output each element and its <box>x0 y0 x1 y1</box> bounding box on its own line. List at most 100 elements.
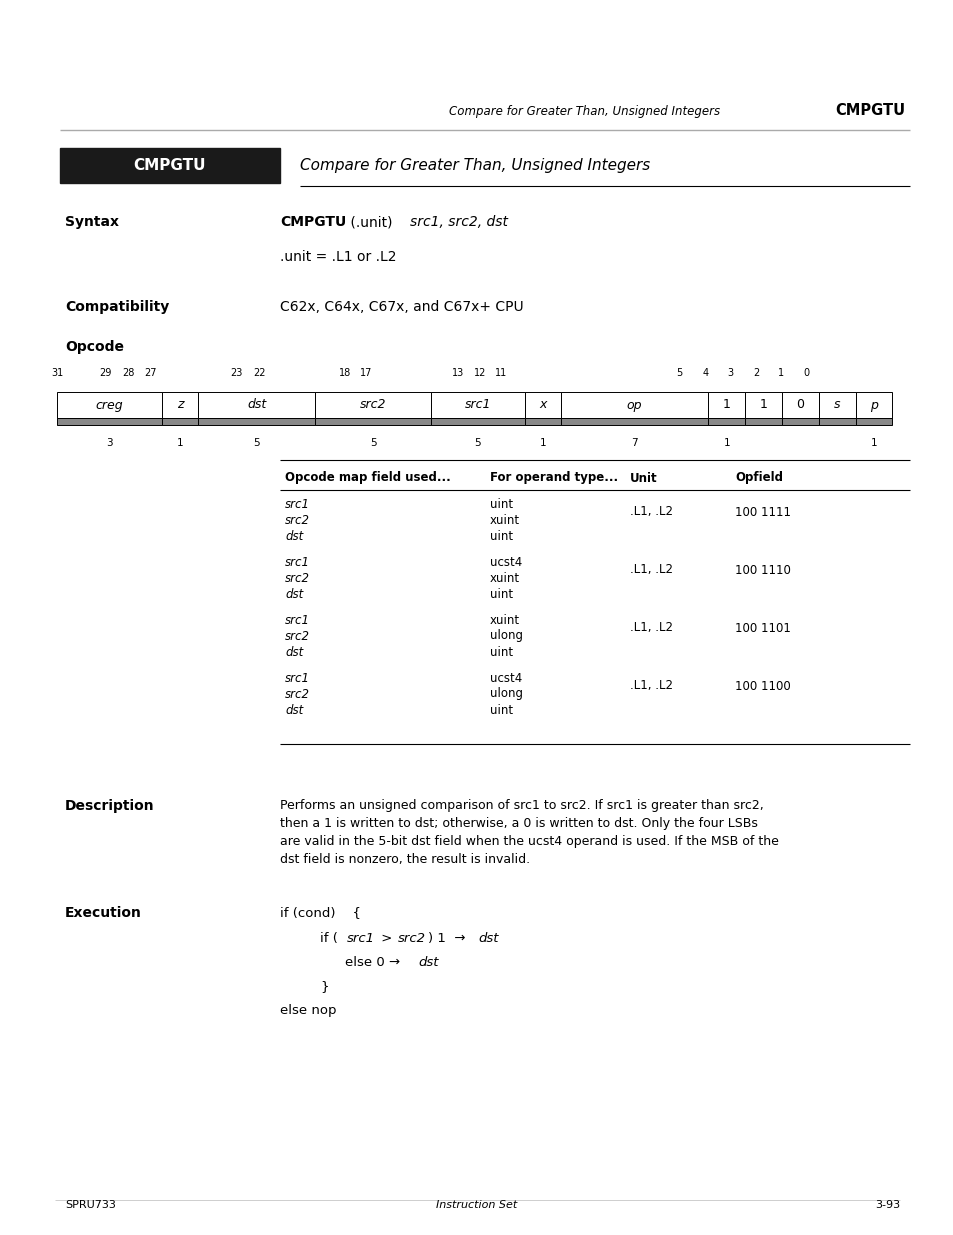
Text: uint: uint <box>490 646 513 658</box>
Text: dst: dst <box>417 956 438 969</box>
Bar <box>57 417 162 425</box>
Text: ucst4: ucst4 <box>490 556 521 568</box>
Text: Opcode map field used...: Opcode map field used... <box>285 472 450 484</box>
Text: src1: src1 <box>285 672 310 684</box>
Text: 1: 1 <box>778 368 783 378</box>
Text: uint: uint <box>490 530 513 542</box>
Bar <box>314 391 431 417</box>
Bar <box>524 391 560 417</box>
Bar <box>314 417 431 425</box>
Text: 5: 5 <box>475 438 480 448</box>
Text: 1: 1 <box>539 438 545 448</box>
Text: 13: 13 <box>452 368 463 378</box>
Bar <box>744 417 781 425</box>
Bar <box>855 391 891 417</box>
Text: Execution: Execution <box>65 906 142 920</box>
Text: if (cond)    {: if (cond) { <box>280 906 360 919</box>
Text: src1: src1 <box>285 556 310 568</box>
Text: 31: 31 <box>51 368 63 378</box>
Text: 28: 28 <box>123 368 134 378</box>
Text: 18: 18 <box>339 368 351 378</box>
Text: dst: dst <box>285 530 303 542</box>
Text: (.unit): (.unit) <box>346 215 396 228</box>
Bar <box>560 417 707 425</box>
Text: 1: 1 <box>759 399 767 411</box>
Text: creg: creg <box>96 399 123 411</box>
Text: are valid in the 5-bit dst field when the ucst4 operand is used. If the MSB of t: are valid in the 5-bit dst field when th… <box>280 835 778 848</box>
Text: dst: dst <box>285 588 303 600</box>
Bar <box>707 391 744 417</box>
Text: dst: dst <box>285 704 303 716</box>
Text: C62x, C64x, C67x, and C67x+ CPU: C62x, C64x, C67x, and C67x+ CPU <box>280 300 523 314</box>
Bar <box>744 391 781 417</box>
Bar <box>57 391 162 417</box>
Bar <box>162 417 198 425</box>
Text: dst: dst <box>477 932 498 945</box>
Text: src1, src2, dst: src1, src2, dst <box>410 215 507 228</box>
Text: src2: src2 <box>285 630 310 642</box>
Text: src1: src1 <box>285 498 310 510</box>
Text: xuint: xuint <box>490 614 519 626</box>
Bar <box>198 391 314 417</box>
Text: x: x <box>538 399 546 411</box>
Text: ulong: ulong <box>490 688 522 700</box>
Text: 100 1111: 100 1111 <box>734 505 790 519</box>
Text: 27: 27 <box>144 368 157 378</box>
Text: 5: 5 <box>370 438 375 448</box>
Text: Description: Description <box>65 799 154 813</box>
Text: dst: dst <box>247 399 266 411</box>
Text: ucst4: ucst4 <box>490 672 521 684</box>
Bar <box>431 391 524 417</box>
Bar <box>781 391 818 417</box>
Text: then a 1 is written to dst; otherwise, a 0 is written to dst. Only the four LSBs: then a 1 is written to dst; otherwise, a… <box>280 818 757 830</box>
Bar <box>431 417 524 425</box>
Text: CMPGTU: CMPGTU <box>133 158 206 173</box>
Text: 3: 3 <box>107 438 112 448</box>
Text: 100 1100: 100 1100 <box>734 679 790 693</box>
Text: 23: 23 <box>231 368 242 378</box>
Text: 0: 0 <box>802 368 808 378</box>
Text: .L1, .L2: .L1, .L2 <box>629 563 672 577</box>
Text: .L1, .L2: .L1, .L2 <box>629 679 672 693</box>
Text: 5: 5 <box>253 438 259 448</box>
Bar <box>781 417 818 425</box>
Text: 3-93: 3-93 <box>874 1200 899 1210</box>
Text: src2: src2 <box>285 572 310 584</box>
Text: uint: uint <box>490 704 513 716</box>
Bar <box>198 417 314 425</box>
Bar <box>524 417 560 425</box>
Text: 11: 11 <box>495 368 506 378</box>
Text: Unit: Unit <box>629 472 657 484</box>
Text: 22: 22 <box>253 368 266 378</box>
Text: 100 1110: 100 1110 <box>734 563 790 577</box>
Bar <box>707 417 744 425</box>
Text: ) 1  →: ) 1 → <box>428 932 474 945</box>
Text: 4: 4 <box>702 368 708 378</box>
Bar <box>162 391 198 417</box>
Text: .L1, .L2: .L1, .L2 <box>629 505 672 519</box>
Text: SPRU733: SPRU733 <box>65 1200 115 1210</box>
Text: 12: 12 <box>474 368 485 378</box>
Text: CMPGTU: CMPGTU <box>280 215 346 228</box>
Text: 5: 5 <box>676 368 681 378</box>
Text: 17: 17 <box>360 368 372 378</box>
Text: Syntax: Syntax <box>65 215 119 228</box>
Text: dst field is nonzero, the result is invalid.: dst field is nonzero, the result is inva… <box>280 853 530 866</box>
Text: Opfield: Opfield <box>734 472 782 484</box>
Text: z: z <box>177 399 183 411</box>
Text: src1: src1 <box>285 614 310 626</box>
Text: xuint: xuint <box>490 514 519 526</box>
Text: Opcode: Opcode <box>65 340 124 354</box>
Text: 1: 1 <box>721 399 730 411</box>
Text: .L1, .L2: .L1, .L2 <box>629 621 672 635</box>
Text: s: s <box>833 399 840 411</box>
Text: .unit = .L1 or .L2: .unit = .L1 or .L2 <box>280 249 396 264</box>
Text: src2: src2 <box>285 688 310 700</box>
Bar <box>560 391 707 417</box>
Text: 2: 2 <box>753 368 759 378</box>
Text: 7: 7 <box>631 438 637 448</box>
Text: }: } <box>319 981 328 993</box>
Text: For operand type...: For operand type... <box>490 472 618 484</box>
Text: if (: if ( <box>319 932 337 945</box>
Text: 0: 0 <box>796 399 803 411</box>
